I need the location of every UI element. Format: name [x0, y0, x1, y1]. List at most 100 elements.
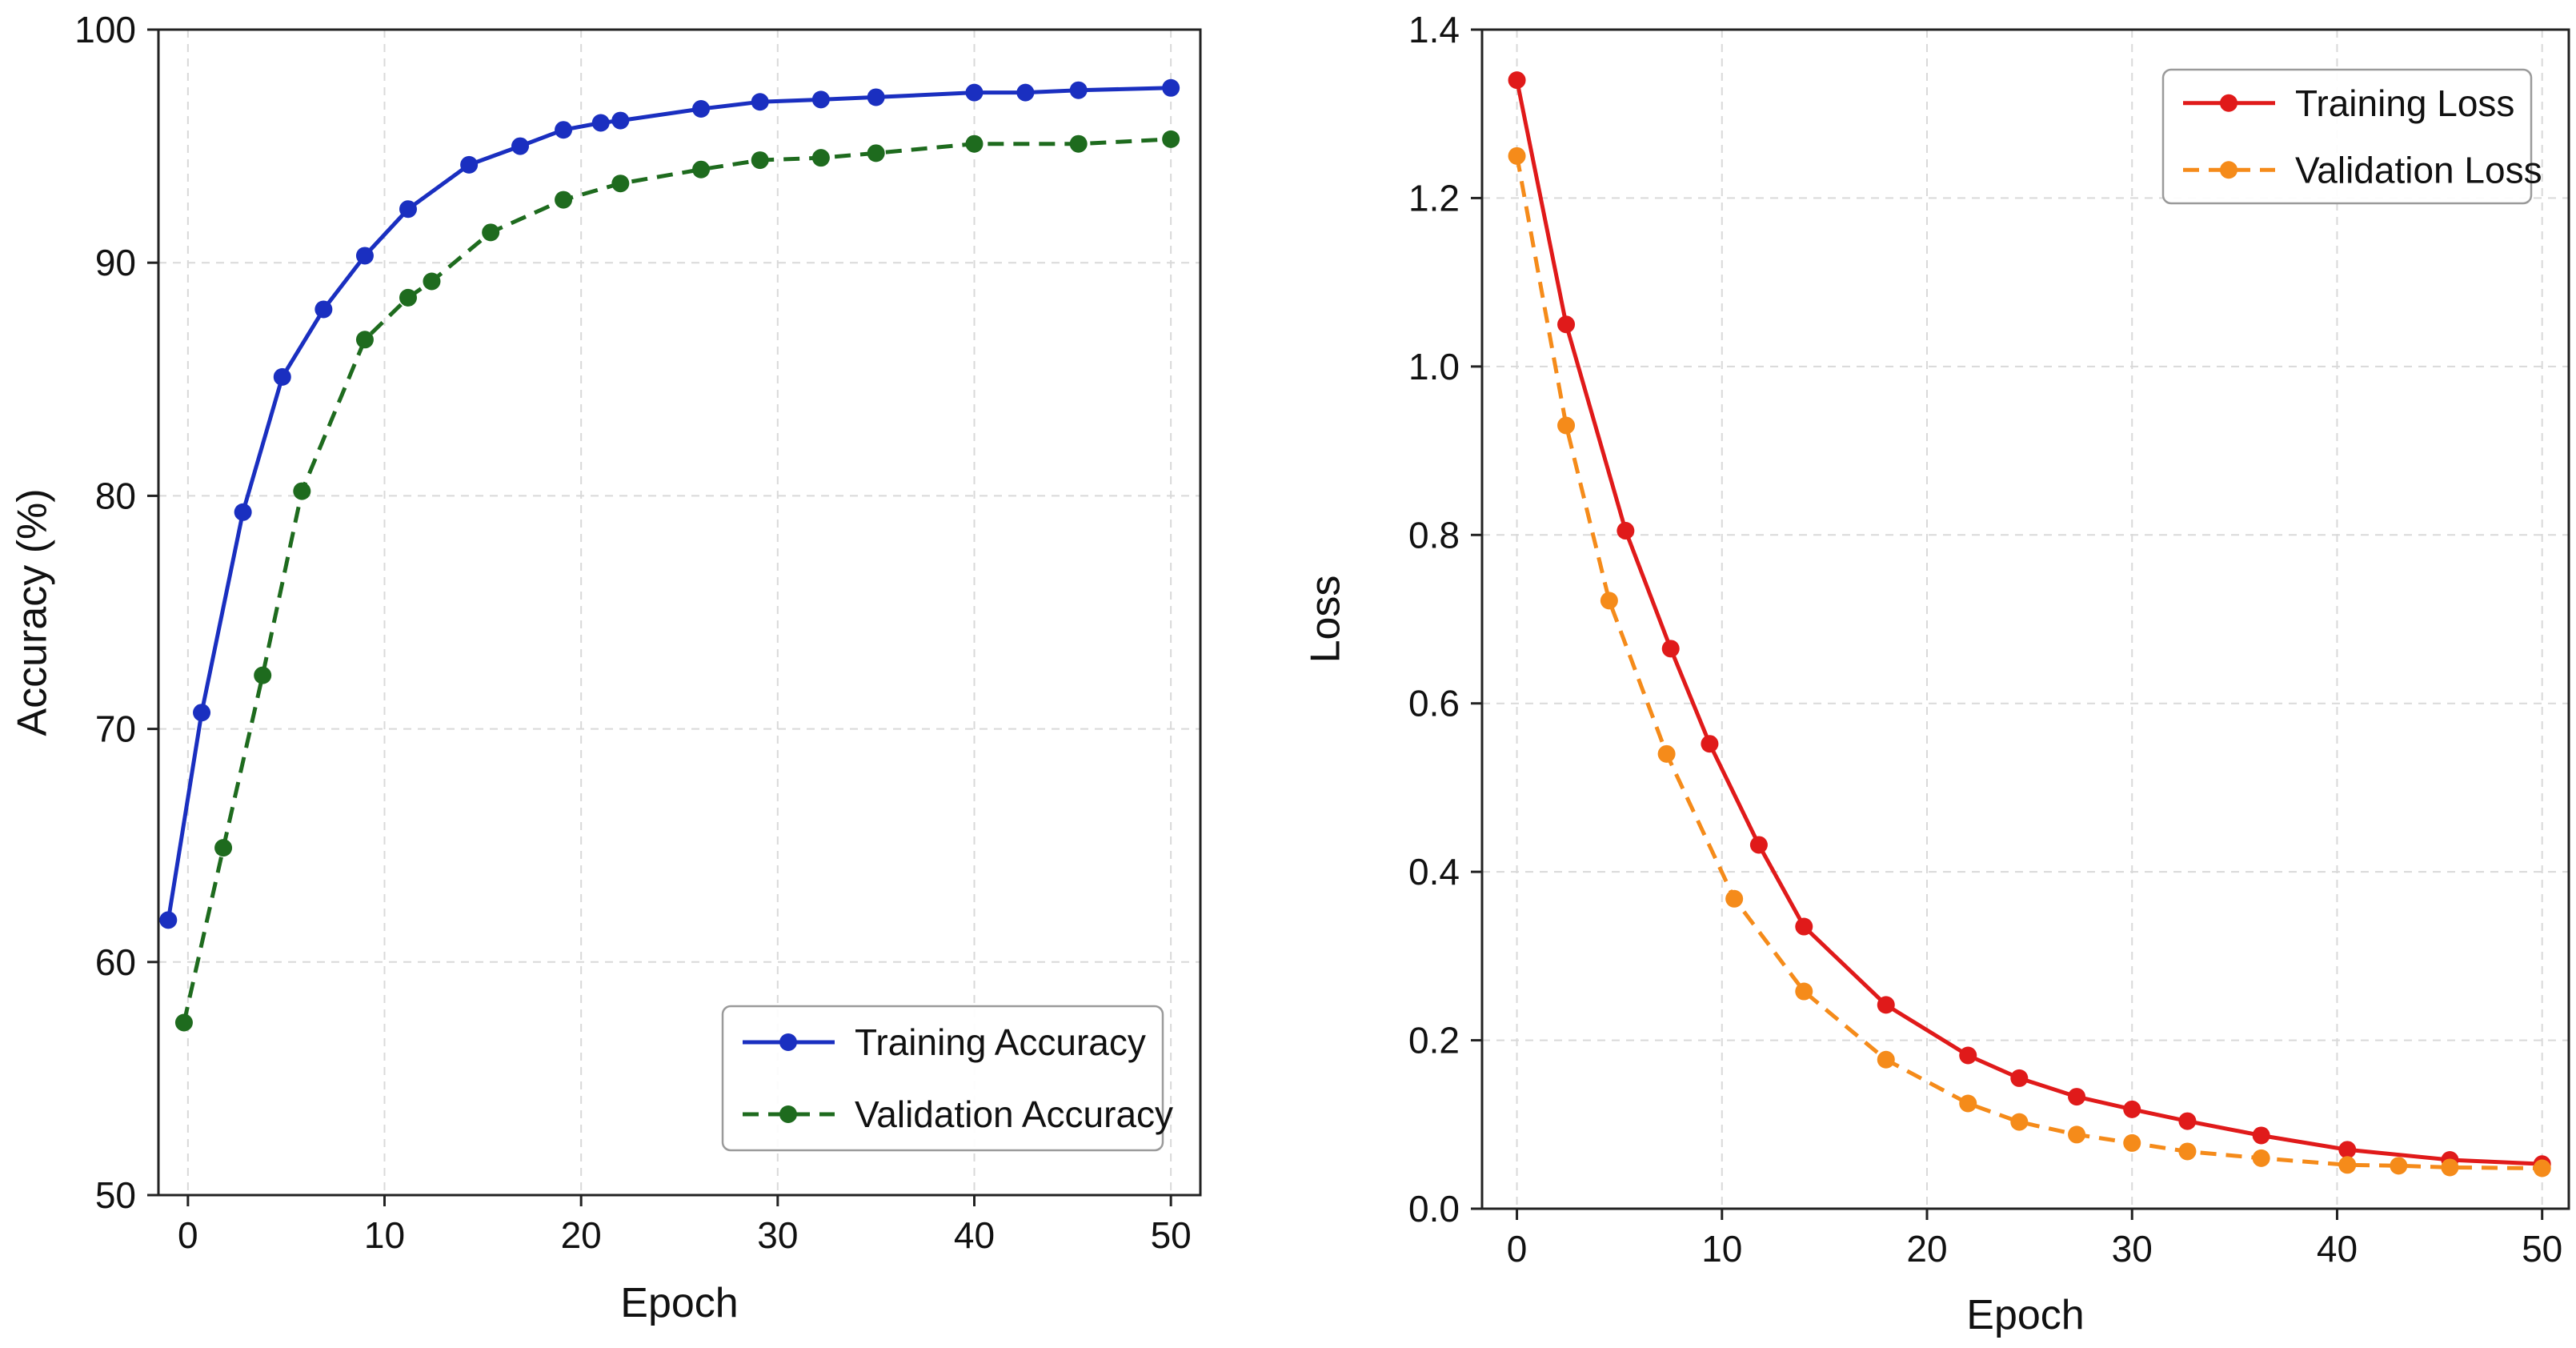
chart-1-series-2-point [811, 149, 830, 167]
chart-1-series-1-point [159, 911, 178, 929]
chart-2-series-1-point [1617, 522, 1635, 540]
chart-1-series-2-point [692, 160, 711, 179]
chart-2-y-tick-label: 0.8 [1408, 514, 1460, 556]
chart-1-series-1-point [460, 155, 479, 174]
chart-2-y-tick-label: 0.2 [1408, 1020, 1460, 1061]
chart-1-series-1-point [314, 300, 333, 319]
chart-2-series-2-point [1557, 416, 1576, 435]
chart-1-series-2-point [867, 144, 885, 162]
chart-2-series-2-point [2533, 1159, 2551, 1177]
chart-2-x-tick-label: 0 [1507, 1228, 1528, 1270]
chart-2-series-1-point [2338, 1141, 2357, 1159]
chart-2-y-tick-label: 0.0 [1408, 1188, 1460, 1230]
chart-1-series-1-point [965, 83, 984, 102]
chart-1-series-1-point [399, 200, 417, 219]
chart-1-y-tick-label: 70 [95, 708, 136, 750]
chart-1-legend-marker-2 [779, 1105, 797, 1123]
chart-1-series-2 [174, 130, 1180, 1032]
chart-2-x-tick-label: 10 [1701, 1228, 1742, 1270]
chart-2-series-1-point [2178, 1112, 2197, 1130]
chart-2-series-1 [1508, 71, 2551, 1173]
chart-2-series-2-point [2252, 1149, 2270, 1167]
chart-1-series-2-point [355, 331, 374, 349]
chart-1-series-1-line [166, 86, 1172, 921]
chart-1-series-2-point [751, 151, 769, 170]
chart-2-series-2-line [1515, 155, 2542, 1170]
chart-2-series-2-point [2178, 1142, 2197, 1161]
chart-2-series-2-point [2010, 1113, 2029, 1131]
chart-1-series-1-point [234, 503, 252, 521]
chart-2-series-1-point [1661, 640, 1680, 658]
chart-1-y-tick-label: 60 [95, 941, 136, 983]
chart-2-x-tick-label: 50 [2522, 1228, 2562, 1270]
chart-1-series-2-point [482, 223, 500, 242]
chart-2-series-1-point [1877, 996, 1895, 1014]
chart-1-series-2-point [1069, 134, 1088, 153]
chart-1-x-tick-label: 40 [954, 1214, 995, 1256]
chart-1-x-tick-label: 30 [757, 1214, 798, 1256]
chart-1-series-1-point [751, 93, 769, 111]
chart-2-series-2-point [2441, 1158, 2459, 1177]
chart-2-series-1-point [2010, 1069, 2029, 1087]
chart-1-legend-label-2: Validation Accuracy [855, 1093, 1173, 1135]
chart-1-series-2-point [555, 191, 573, 209]
chart-2-series-2-point [2123, 1133, 2141, 1152]
chart-1-axes-frame [157, 28, 1202, 1197]
chart-2-series-2-point [2068, 1125, 2086, 1144]
chart-1-x-tick-label: 0 [178, 1214, 198, 1256]
chart-1-series-1-point [1162, 78, 1180, 97]
chart-1-x-tick-label: 20 [561, 1214, 602, 1256]
chart-2-series-1-point [1749, 836, 1768, 854]
chart-1-series-2-point [1162, 130, 1180, 148]
chart-1-series-1-point [355, 247, 374, 265]
chart-1-series-1-point [692, 100, 711, 118]
chart-2-series-2-point [1657, 744, 1676, 763]
chart-1-x-axis-label: Epoch [620, 1280, 738, 1326]
chart-1-y-tick-label: 100 [74, 9, 136, 50]
chart-1-series-2-point [423, 272, 441, 291]
chart-2-series-1-point [1959, 1046, 1977, 1065]
chart-2-axes-frame [1480, 28, 2570, 1210]
chart-2-y-tick-label: 0.4 [1408, 851, 1460, 893]
chart-1-series-1-point [273, 367, 291, 386]
chart-2-series-2-point [2390, 1157, 2408, 1175]
chart-1-series-1-point [811, 90, 830, 109]
chart-2-y-tick-label: 1.0 [1408, 346, 1460, 387]
chart-1-series-2-line [182, 137, 1172, 1024]
chart-1-legend-label-1: Training Accuracy [855, 1021, 1146, 1063]
chart-2-series-2-point [2338, 1156, 2357, 1174]
chart-2-legend-marker-1 [2220, 94, 2237, 112]
chart-1-series-1-point [555, 121, 573, 139]
chart-1-series-1-point [591, 114, 610, 132]
chart-2-series-1-point [2252, 1126, 2270, 1145]
chart-2-x-axis-label: Epoch [1966, 1292, 2084, 1338]
chart-1-legend-marker-1 [779, 1033, 797, 1051]
chart-2-series-1-point [2068, 1088, 2086, 1106]
chart-2-legend: Training Loss Validation Loss [2161, 68, 2542, 205]
chart-2-series-1-point [1795, 917, 1813, 936]
chart-1-series-2-point [611, 175, 630, 193]
chart-2-y-tick-label: 1.4 [1408, 9, 1460, 50]
chart-1-y-tick-label: 50 [95, 1174, 136, 1216]
chart-2-series-1-point [1557, 315, 1576, 334]
chart-2-series-2-point [1959, 1094, 1977, 1113]
chart-1-series-1-point [611, 111, 630, 130]
chart-2: 0 10 20 30 40 50 0.0 0.2 0.4 0.6 0.8 1.0 1.2 1.4 Epoch… [1303, 9, 2570, 1338]
chart-1-series-1-point [1016, 83, 1035, 102]
chart-2-legend-label-2: Validation Loss [2295, 149, 2542, 191]
chart-1-y-tick-label: 90 [95, 242, 136, 283]
chart-1-series-2-point [399, 288, 417, 307]
chart-1-legend: Training Accuracy Validation Accuracy [721, 1005, 1173, 1152]
chart-1-series-2-point [254, 666, 272, 684]
chart-2-series-2-point [1725, 889, 1744, 908]
chart-1-series-1 [159, 78, 1180, 929]
chart-2-x-tick-label: 20 [1906, 1228, 1947, 1270]
chart-2-series-1-line [1515, 79, 2542, 1166]
chart-1-series-1-point [193, 704, 211, 722]
chart-2-series-2-point [1508, 146, 1526, 165]
chart-1-y-axis-label: Accuracy (%) [10, 488, 56, 736]
chart-2-series-2-point [1600, 592, 1618, 610]
chart-2-legend-label-1: Training Loss [2295, 82, 2514, 124]
chart-1-series-2-point [174, 1013, 193, 1032]
